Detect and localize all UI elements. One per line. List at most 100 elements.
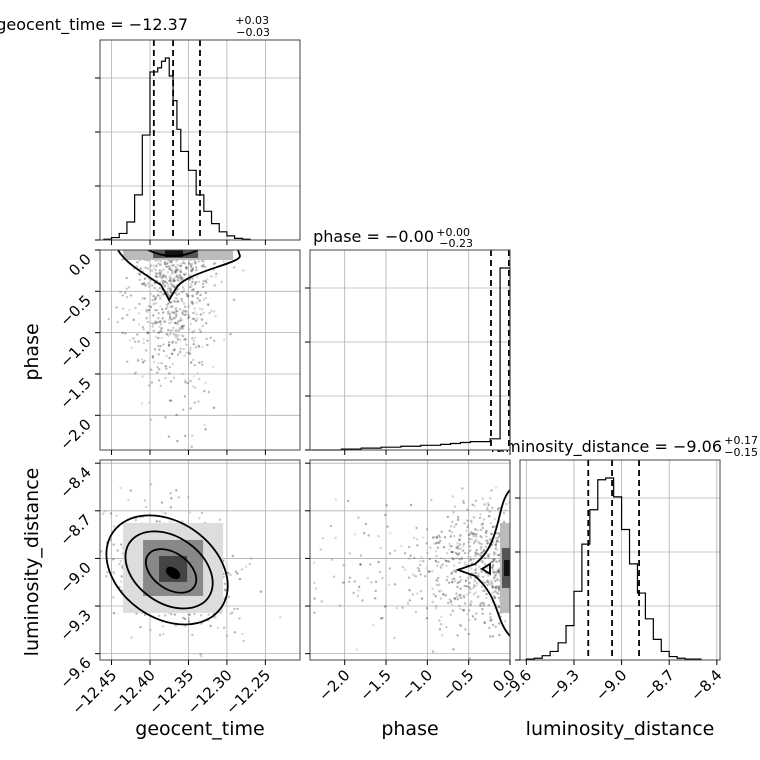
sample-point (161, 317, 164, 320)
sample-point (229, 573, 233, 577)
sample-point (179, 327, 183, 330)
sample-point (168, 365, 172, 369)
sample-point (173, 613, 177, 616)
sample-point (450, 557, 454, 560)
sample-point (494, 543, 497, 547)
sample-point (149, 628, 152, 632)
xlabel-geocent-time: geocent_time (135, 718, 264, 740)
sample-point (165, 303, 168, 307)
sample-point (449, 601, 453, 604)
sample-point (445, 625, 448, 629)
sample-point (496, 539, 499, 543)
sample-point (485, 535, 488, 538)
sample-point (442, 592, 445, 596)
sample-point (136, 273, 140, 276)
sample-point (477, 572, 480, 576)
sample-point (189, 265, 193, 268)
sample-point (451, 609, 454, 612)
sample-point (468, 657, 471, 660)
sample-point (445, 559, 448, 563)
sample-point (180, 277, 183, 281)
sample-point (156, 321, 160, 324)
sample-point (191, 300, 194, 303)
sample-point (194, 260, 197, 263)
sample-point (475, 567, 478, 570)
sample-point (134, 519, 138, 522)
sample-point (374, 580, 378, 584)
sample-point (348, 552, 351, 555)
sample-point (125, 287, 128, 290)
contour-outer (105, 514, 229, 626)
sample-point (480, 523, 483, 526)
sample-point (121, 307, 125, 310)
sample-point (455, 546, 458, 549)
sample-point (468, 549, 472, 553)
sample-point (435, 583, 439, 587)
panel-frame (99, 459, 301, 661)
sample-point (136, 261, 139, 264)
sample-point (459, 534, 462, 537)
sample-point (497, 532, 500, 535)
sample-point (426, 551, 429, 555)
sample-point (427, 570, 430, 573)
sample-point (167, 287, 170, 291)
sample-point (205, 337, 208, 341)
sample-point (481, 497, 484, 500)
sample-point (406, 602, 410, 605)
sample-point (422, 536, 425, 539)
sample-point (486, 574, 490, 577)
sample-point (186, 295, 190, 298)
sample-point (437, 541, 440, 545)
sample-point (451, 520, 454, 524)
density-block (504, 559, 510, 576)
sample-point (134, 306, 137, 310)
sample-point (168, 318, 171, 321)
sample-point (112, 596, 115, 599)
sample-point (174, 270, 177, 273)
sample-point (198, 307, 202, 310)
sample-point (486, 554, 490, 558)
sample-point (490, 566, 494, 570)
sample-point (192, 288, 195, 291)
sample-point (449, 613, 452, 616)
sample-point (485, 529, 488, 533)
sample-point (157, 311, 160, 315)
sample-point (374, 597, 377, 600)
sample-point (168, 300, 172, 304)
sample-point (495, 587, 498, 590)
sample-point (194, 346, 198, 349)
sample-point (181, 408, 185, 411)
sample-point (400, 544, 403, 548)
sample-point (413, 556, 416, 559)
sample-point (486, 583, 489, 587)
sample-point (432, 592, 435, 596)
sample-point (162, 311, 165, 314)
sample-point (171, 283, 174, 286)
sample-point (153, 320, 157, 323)
sample-point (468, 618, 471, 622)
title-sub-geocent-time: −0.03 (236, 26, 270, 39)
sample-point (159, 344, 162, 348)
sample-point (163, 261, 167, 264)
sample-point (455, 592, 458, 595)
sample-point (472, 558, 476, 561)
sample-point (497, 592, 500, 595)
sample-point (485, 592, 488, 596)
sample-point (471, 615, 475, 618)
sample-point (497, 586, 500, 590)
sample-point (495, 571, 498, 574)
sample-point (475, 533, 478, 536)
sample-point (214, 275, 217, 278)
sample-point (202, 263, 205, 266)
title-sub-phase: −0.23 (439, 237, 473, 250)
sample-point (474, 618, 477, 621)
sample-point (184, 381, 187, 384)
sample-point (179, 338, 182, 341)
sample-point (452, 557, 456, 561)
sample-point (206, 303, 210, 306)
sample-point (468, 602, 472, 606)
sample-point (468, 591, 472, 594)
sample-point (156, 344, 160, 348)
sample-point (474, 585, 477, 588)
sample-point (173, 276, 176, 279)
